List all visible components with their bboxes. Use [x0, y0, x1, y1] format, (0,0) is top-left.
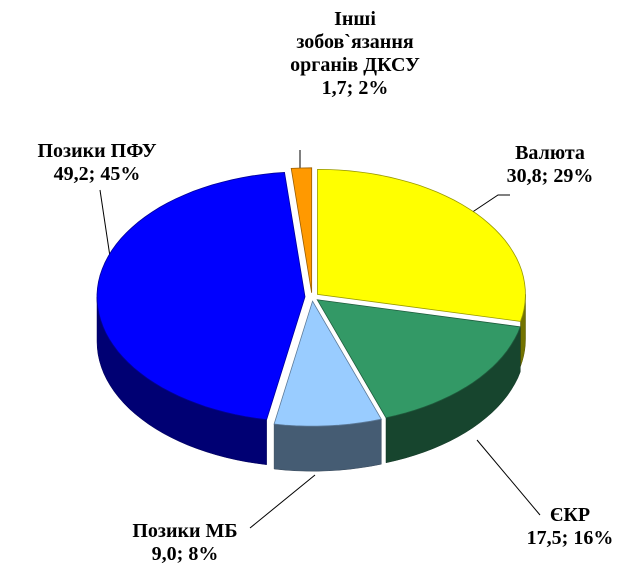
value-label: 49,2; 45% [53, 163, 141, 185]
category-label: Позики ПФУ [37, 140, 157, 162]
data-label: Позики ПФУ 49,2; 45% [2, 140, 192, 186]
slice-side [273, 418, 382, 472]
slice [316, 299, 521, 419]
value-label: 17,5; 16% [526, 527, 614, 549]
pie-sides [96, 294, 526, 472]
leader-line [476, 439, 541, 516]
slice [273, 300, 382, 427]
category-label: Валюта [515, 142, 585, 164]
data-label: ЄКР 17,5; 16% [520, 504, 620, 550]
slice [290, 167, 313, 293]
leader-line [467, 194, 510, 216]
data-label: Валюта 30,8; 29% [480, 142, 620, 188]
value-label: 30,8; 29% [506, 165, 594, 187]
value-label: 9,0; 8% [151, 543, 219, 565]
value-label: 1,7; 2% [321, 77, 389, 99]
category-label: Позики МБ [132, 520, 238, 542]
data-label: Позики МБ 9,0; 8% [110, 520, 260, 566]
category-label: Інші зобов`язання органів ДКСУ [290, 8, 420, 76]
leader-line [249, 474, 316, 529]
data-label: Інші зобов`язання органів ДКСУ 1,7; 2% [270, 8, 440, 100]
pie-tops [96, 167, 526, 427]
category-label: ЄКР [549, 504, 591, 526]
slice [96, 171, 306, 421]
slice [317, 168, 526, 322]
